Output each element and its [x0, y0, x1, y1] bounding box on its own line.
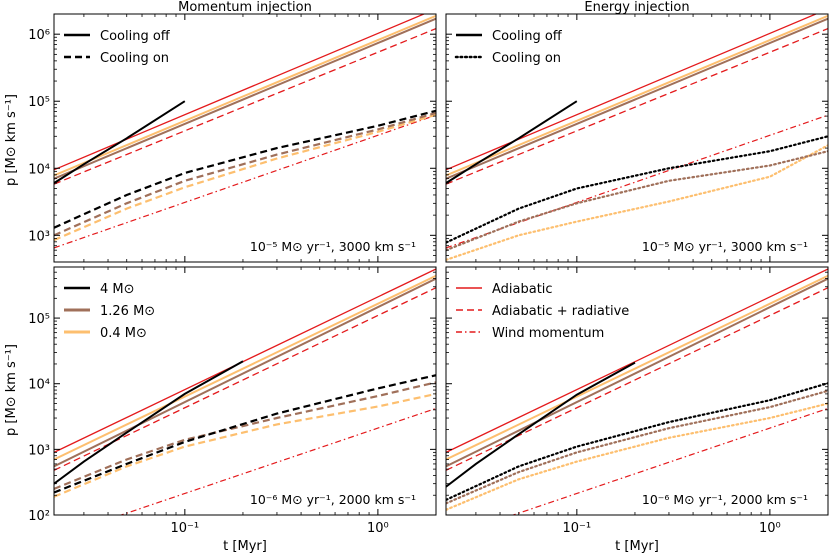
legend: Adiabatic Adiabatic + radiative Wind momen… — [456, 282, 629, 341]
plot-frame — [445, 266, 829, 516]
panel-top-left: 10³ 10⁴ 10⁵ 10⁶ Momentum injection 10⁻⁵ M⊙ yr… — [28, 0, 437, 263]
panel-top-right: Energy injection 10⁻⁵ M⊙ yr⁻¹, 3000 km s⁻… — [445, 0, 829, 263]
legend-label: Adiabatic + radiative — [492, 304, 629, 319]
legend-label: Cooling on — [492, 51, 561, 66]
y-tick-label: 10⁵ — [28, 312, 50, 327]
series-line — [446, 14, 828, 177]
panels: 10³ 10⁴ 10⁵ 10⁶ Momentum injection 10⁻⁵ M⊙ yr… — [28, 0, 829, 536]
series-line — [446, 382, 828, 501]
legend: Cooling off Cooling on — [64, 29, 171, 66]
legend-label: Adiabatic — [492, 282, 553, 297]
series-line — [54, 392, 436, 498]
legend-label: 4 M⊙ — [100, 282, 135, 297]
series-line — [446, 17, 828, 180]
series-group — [54, 14, 436, 249]
series-group — [54, 268, 436, 515]
y-tick-label: 10⁶ — [28, 28, 50, 43]
series-line — [446, 144, 828, 261]
series-line — [54, 114, 436, 249]
series-line — [511, 407, 828, 515]
series-line — [54, 111, 436, 237]
y-tick-label: 10³ — [28, 443, 50, 458]
series-line — [54, 109, 436, 229]
series-line — [54, 277, 436, 468]
legend: Cooling off Cooling on — [454, 29, 563, 66]
legend-label: Cooling off — [492, 29, 563, 44]
ticks — [446, 266, 829, 516]
panel-annotation: 10⁻⁶ M⊙ yr⁻¹, 2000 km s⁻¹ — [250, 492, 416, 507]
series-line — [54, 14, 436, 177]
series-line — [446, 268, 828, 453]
x-axis-label-left: t [Myr] — [223, 539, 267, 554]
series-group — [446, 268, 828, 515]
series-line — [54, 374, 436, 494]
y-tick-label: 10⁴ — [28, 378, 50, 393]
series-line — [446, 27, 828, 185]
plot-frame — [53, 13, 437, 263]
y-tick-label: 10⁵ — [28, 95, 50, 110]
legend-label: Wind momentum — [492, 326, 604, 341]
series-line — [446, 135, 828, 244]
ticks — [54, 266, 437, 516]
panel-annotation: 10⁻⁵ M⊙ yr⁻¹, 3000 km s⁻¹ — [250, 239, 416, 254]
panel-annotation: 10⁻⁵ M⊙ yr⁻¹, 3000 km s⁻¹ — [642, 239, 808, 254]
series-line — [446, 150, 828, 252]
ticks — [54, 13, 437, 263]
legend-label: Cooling on — [100, 51, 169, 66]
panel-bottom-right: 10⁻¹ 10⁰ 10⁻⁶ M⊙ yr⁻¹, 2000 km s⁻¹ Adiabati… — [445, 266, 829, 536]
series-line — [54, 360, 244, 485]
panel-bottom-left: 10⁻¹ 10⁰ 10² 10³ 10⁴ 10⁵ 10⁻⁶ M⊙ yr⁻¹, 2000 km… — [28, 266, 437, 536]
series-line — [54, 274, 436, 461]
y-tick-label: 10² — [28, 509, 50, 524]
plot-frame — [445, 13, 829, 263]
series-group — [446, 14, 828, 261]
x-tick-label: 10⁰ — [759, 521, 781, 536]
series-line — [54, 381, 436, 490]
series-line — [54, 113, 436, 242]
series-line — [446, 274, 828, 461]
x-tick-label: 10⁻¹ — [563, 521, 592, 536]
y-tick-label: 10³ — [28, 229, 50, 244]
x-tick-label: 10⁰ — [367, 521, 389, 536]
series-line — [446, 389, 828, 505]
series-line — [446, 402, 828, 511]
series-line — [54, 27, 436, 185]
y-axis-label-top: p [M⊙ km s⁻¹] — [4, 94, 19, 186]
legend-label: Cooling off — [100, 29, 171, 44]
series-line — [54, 17, 436, 180]
panel-title: Momentum injection — [178, 0, 312, 15]
y-axis-label-bottom: p [M⊙ km s⁻¹] — [4, 344, 19, 436]
plot-frame — [53, 266, 437, 516]
series-line — [54, 100, 186, 184]
panel-title: Energy injection — [584, 0, 689, 15]
x-tick-label: 10⁻¹ — [171, 521, 200, 536]
series-line — [446, 361, 636, 488]
legend-label: 1.26 M⊙ — [100, 304, 155, 319]
ticks — [446, 13, 829, 263]
series-line — [446, 100, 578, 184]
legend: 4 M⊙ 1.26 M⊙ 0.4 M⊙ — [64, 282, 155, 341]
x-axis-label-right: t [Myr] — [615, 539, 659, 554]
panel-annotation: 10⁻⁶ M⊙ yr⁻¹, 2000 km s⁻¹ — [642, 492, 808, 507]
series-line — [446, 277, 828, 468]
y-tick-label: 10⁴ — [28, 162, 50, 177]
series-line — [54, 268, 436, 453]
legend-label: 0.4 M⊙ — [100, 326, 147, 341]
